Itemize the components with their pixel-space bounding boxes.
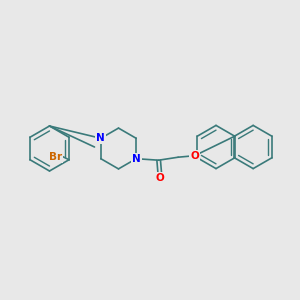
Text: N: N	[97, 133, 105, 143]
Text: N: N	[132, 154, 140, 164]
Text: Br: Br	[49, 152, 62, 162]
Text: O: O	[190, 151, 199, 161]
Text: O: O	[156, 173, 164, 183]
